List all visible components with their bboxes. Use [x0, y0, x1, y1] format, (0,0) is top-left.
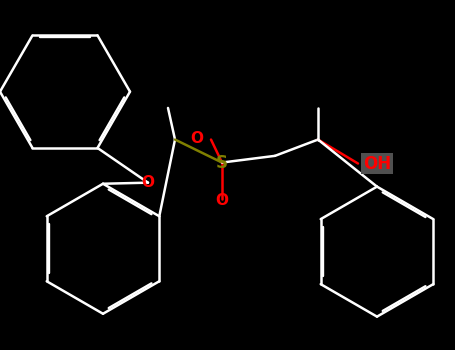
Text: OH: OH [363, 154, 391, 173]
Text: S: S [216, 154, 228, 172]
Text: O: O [191, 131, 203, 146]
Text: O: O [142, 175, 155, 190]
Text: O: O [216, 193, 228, 208]
